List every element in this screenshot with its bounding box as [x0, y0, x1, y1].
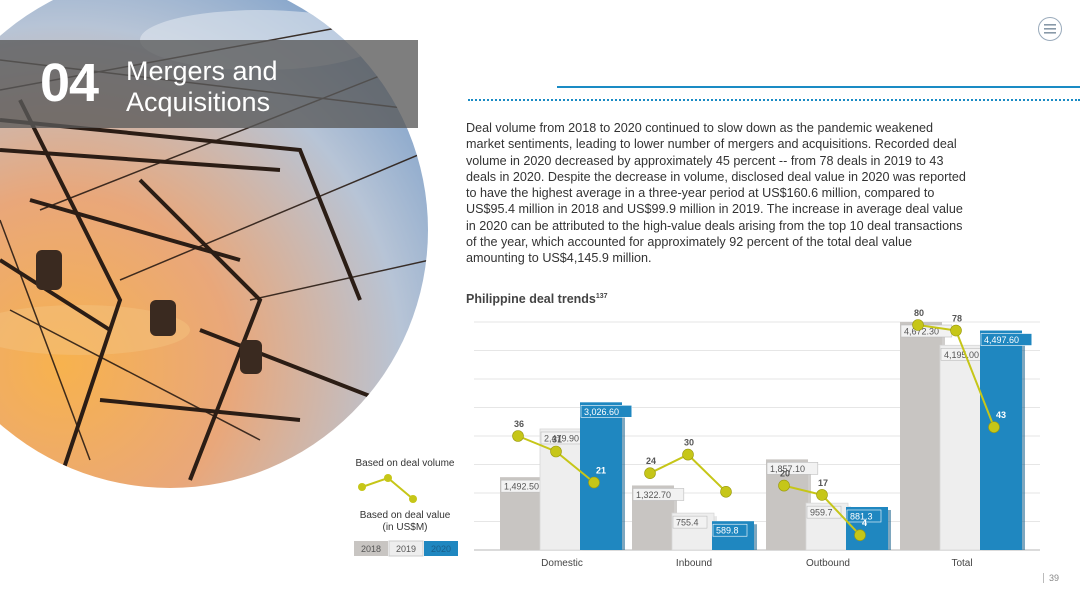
volume-label: 36: [514, 419, 524, 429]
value-label-box: [806, 505, 842, 519]
chart-title-footnote: 137: [595, 292, 608, 300]
category-label-total: Total: [951, 558, 972, 569]
legend-swatch-2019: [388, 540, 424, 557]
section-title: Mergers and Acquisitions: [126, 56, 278, 118]
volume-point: [778, 479, 790, 492]
volume-label: 43: [996, 410, 1006, 420]
dotted-divider: [468, 99, 1080, 101]
volume-label: 20: [780, 469, 790, 479]
legend-volume-label: Based on deal volume: [355, 458, 455, 469]
volume-point: [854, 529, 866, 542]
value-label: 4,672.30: [904, 327, 939, 337]
legend-value-label-2: (in US$M): [382, 522, 428, 533]
section-title-line1: Mergers and: [126, 56, 278, 86]
menu-icon: [1044, 24, 1056, 34]
chart-title-text: Philippine deal trends: [466, 292, 596, 306]
volume-point: [550, 445, 562, 458]
value-label-box: [980, 333, 1033, 346]
value-label: 589.8: [716, 526, 739, 536]
legend-volume-point: [409, 495, 417, 503]
value-label-box: [766, 462, 819, 475]
value-label: 755.4: [676, 518, 699, 528]
legend-value-label-1: Based on deal value: [359, 510, 451, 521]
legend-volume-point: [358, 483, 366, 491]
volume-point: [512, 430, 524, 442]
volume-label: 18: [728, 475, 738, 485]
value-label-box: [846, 509, 882, 523]
value-label: 2,479.90: [544, 433, 579, 443]
legend-year-2019: 2019: [396, 544, 416, 554]
menu-button[interactable]: [1038, 17, 1062, 41]
value-label: 4,195.00: [944, 350, 979, 360]
bar-total-2020: [980, 330, 1022, 550]
value-label: 881.3: [850, 511, 873, 521]
legend-year-2018: 2018: [361, 544, 381, 554]
legend-swatch-2018: [354, 541, 388, 556]
bar-domestic-2019: [539, 428, 583, 551]
volume-point: [588, 476, 600, 489]
section-title-line2: Acquisitions: [126, 87, 271, 117]
volume-label: 80: [914, 308, 924, 318]
bar-total-2018: [900, 322, 942, 550]
volume-point: [644, 467, 656, 480]
legend-volume-point: [384, 474, 392, 482]
volume-label: 78: [952, 314, 962, 324]
body-paragraph: Deal volume from 2018 to 2020 continued …: [466, 121, 966, 266]
header-rule: [557, 86, 1080, 88]
category-label-inbound: Inbound: [676, 558, 712, 569]
volume-label: 4: [862, 518, 867, 528]
value-label-box: [712, 523, 748, 537]
value-label-box: [632, 488, 685, 501]
volume-point: [682, 448, 694, 461]
legend-swatch-2020: [424, 541, 458, 556]
title-band: [0, 40, 418, 128]
value-label: 959.7: [810, 508, 833, 518]
volume-label: 17: [818, 478, 828, 488]
volume-label: 30: [684, 438, 694, 448]
volume-point: [988, 421, 1000, 433]
section-number: 04: [40, 53, 99, 113]
category-label-outbound: Outbound: [806, 558, 850, 569]
page-number: 39: [1043, 573, 1059, 583]
volume-label: 21: [596, 466, 606, 476]
value-label: 1,857.10: [770, 464, 805, 474]
volume-label: 24: [646, 456, 656, 466]
volume-point: [950, 324, 962, 337]
value-label: 1,492.50: [504, 482, 539, 492]
chart-title: Philippine deal trends137: [466, 292, 608, 306]
value-label-box: [580, 405, 633, 418]
volume-point: [912, 319, 924, 331]
legend-year-2020: 2020: [431, 544, 451, 554]
value-label: 4,497.60: [984, 335, 1019, 345]
value-label: 3,026.60: [584, 407, 619, 417]
value-label-box: [672, 515, 708, 529]
volume-label: 31: [552, 435, 562, 445]
bar-total-2019: [939, 344, 983, 551]
category-label-domestic: Domestic: [541, 558, 583, 569]
value-label: 1,322.70: [636, 490, 671, 500]
volume-point: [816, 489, 828, 501]
volume-point: [720, 485, 732, 498]
chart-legend: Based on deal volume Based on deal value…: [346, 458, 464, 534]
